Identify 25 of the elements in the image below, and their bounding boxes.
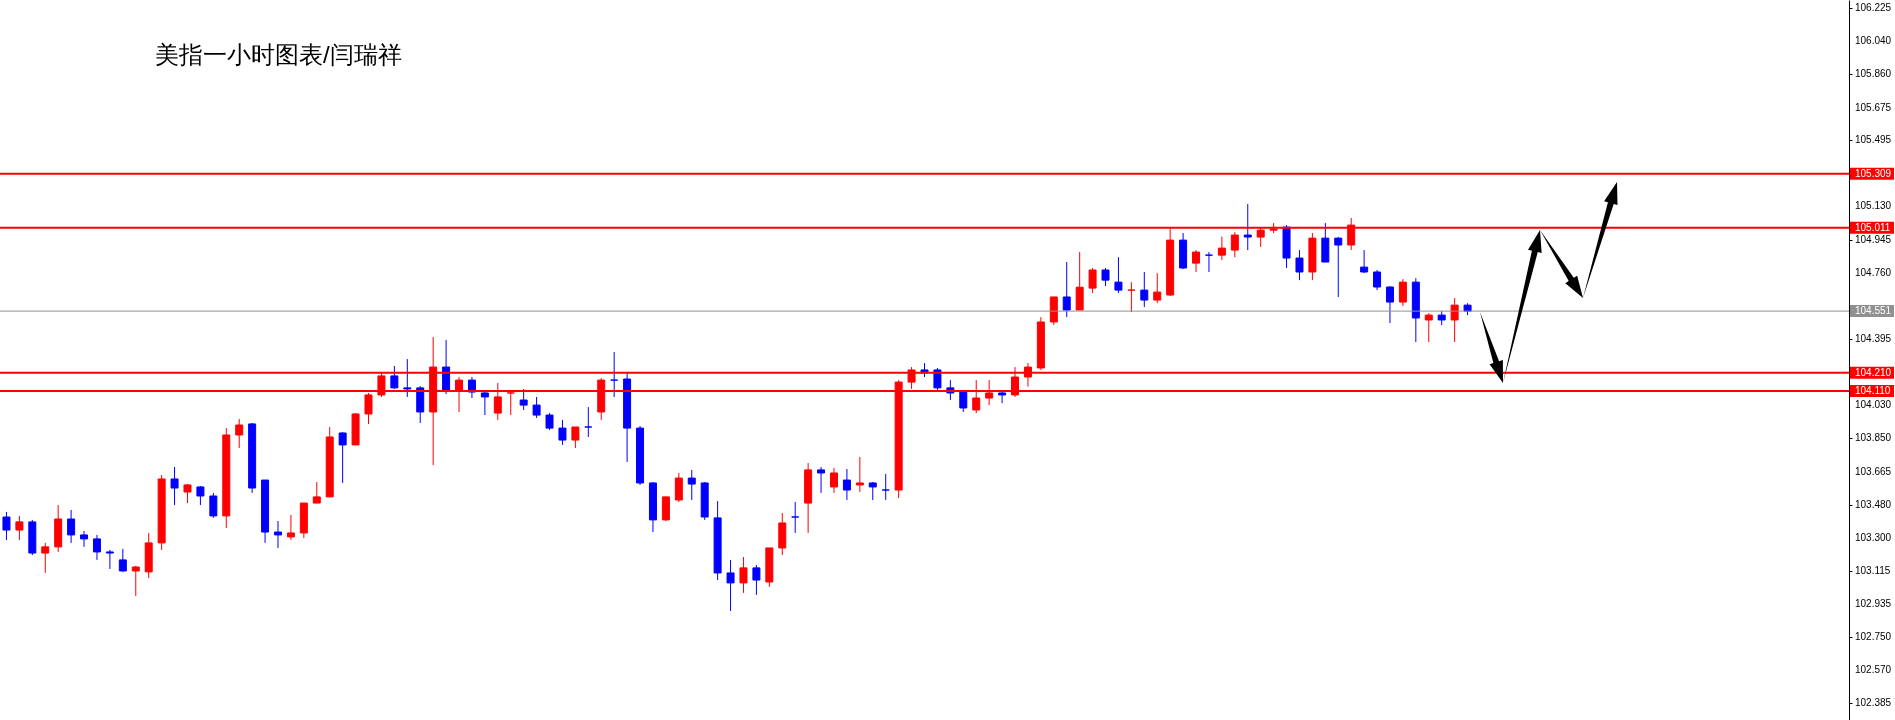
y-tick-label: 104.030: [1855, 399, 1892, 411]
ref-line-label: 105.011: [1855, 221, 1891, 233]
ref-line-label: 104.551: [1855, 305, 1892, 317]
ref-line-label: 104.110: [1855, 384, 1891, 396]
y-tick-label: 105.675: [1855, 101, 1892, 113]
y-tick-label: 106.040: [1855, 35, 1892, 47]
text: 美指一小时图表/闫瑞祥: [155, 41, 402, 68]
y-tick-label: 106.225: [1855, 1, 1892, 13]
y-tick-label: 102.385: [1855, 697, 1892, 709]
y-tick-label: 105.130: [1855, 200, 1892, 212]
y-tick-label: 104.945: [1855, 233, 1892, 245]
y-tick-label: 104.760: [1855, 267, 1892, 279]
y-tick-label: 103.300: [1855, 531, 1892, 543]
ref-line-label: 105.309: [1855, 167, 1892, 179]
y-tick-label: 103.480: [1855, 499, 1892, 511]
y-tick-label: 103.665: [1855, 465, 1892, 477]
y-tick-label: 102.570: [1855, 663, 1892, 675]
y-tick-label: 102.935: [1855, 597, 1892, 609]
ref-line-label: 104.210: [1855, 366, 1892, 378]
y-tick-label: 103.115: [1855, 565, 1891, 577]
y-tick-label: 104.395: [1855, 333, 1892, 345]
y-tick-label: 105.860: [1855, 68, 1892, 80]
y-tick-label: 103.850: [1855, 432, 1892, 444]
y-tick-label: 102.750: [1855, 631, 1892, 643]
y-tick-label: 105.495: [1855, 134, 1892, 146]
